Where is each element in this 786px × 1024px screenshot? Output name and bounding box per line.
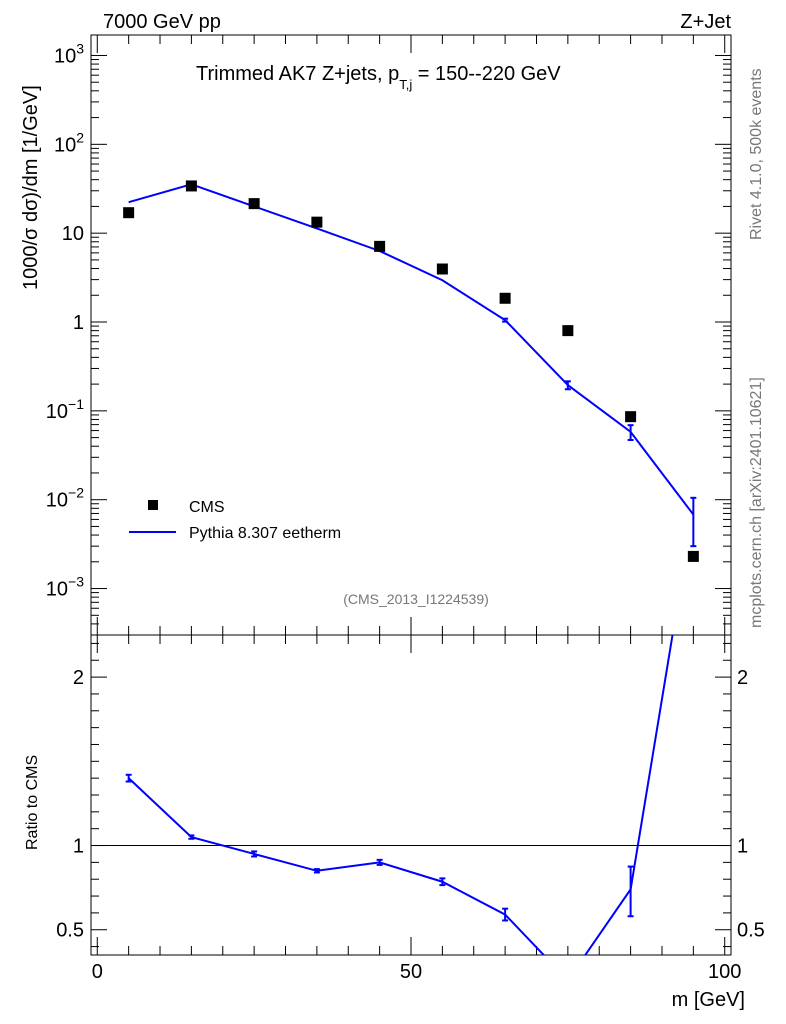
- ratio-y-tick-label-right: 1: [737, 836, 748, 858]
- y-tick-label: 103: [54, 40, 84, 67]
- cms-data-point: [687, 550, 699, 562]
- ratio-tick-labels: 2 2 1 1 0.5 0.5 0 50 100: [56, 667, 765, 983]
- ratio-y-tick-label-right: 0.5: [737, 920, 765, 942]
- y-tick-label: 102: [54, 129, 84, 156]
- ratio-y-tick-label-right: 2: [737, 667, 748, 689]
- ratio-ticks: [91, 635, 731, 955]
- main-panel-frame: [90, 34, 732, 636]
- main-plot-title: Trimmed AK7 Z+jets, pT,j = 150--220 GeV: [196, 63, 561, 92]
- legend: CMS Pythia 8.307 eetherm: [129, 499, 341, 542]
- ratio-y-tick-label: 0.5: [56, 920, 84, 942]
- cms-data-point: [123, 207, 135, 219]
- main-data-layer: [123, 180, 699, 562]
- x-tick-label: 100: [708, 961, 741, 983]
- ratio-data-layer: [125, 635, 674, 955]
- ratio-y-tick-label: 1: [73, 836, 84, 858]
- legend-cms-label: CMS: [189, 499, 225, 516]
- main-y-axis-label: 1000/σ dσ)/dm [1/GeV]: [20, 85, 42, 290]
- cms-data-point: [436, 263, 448, 275]
- y-tick-label: 10−2: [46, 485, 84, 512]
- cms-data-point: [625, 411, 637, 423]
- x-axis-label: m [GeV]: [672, 989, 745, 1011]
- rivet-version-label: Rivet 4.1.0, 500k events: [748, 68, 765, 240]
- y-tick-label: 10−3: [46, 574, 84, 601]
- cms-data-point: [185, 180, 197, 192]
- cms-data-point: [499, 292, 511, 304]
- y-tick-label: 10: [62, 223, 84, 245]
- legend-cms-marker: [148, 500, 158, 510]
- mcplots-label: mcplots.cern.ch [arXiv:2401.10621]: [748, 377, 765, 628]
- x-tick-label: 50: [400, 961, 422, 983]
- pythia-line: [128, 183, 695, 516]
- legend-pythia-label: Pythia 8.307 eetherm: [189, 525, 341, 542]
- ratio-y-axis-label: Ratio to CMS: [24, 755, 41, 850]
- ratio-panel: 2 2 1 1 0.5 0.5 0 50 100 Ratio to CMS m [GeV]: [24, 634, 765, 1011]
- ratio-line: [127, 635, 674, 955]
- main-x-ticks: [96, 35, 726, 635]
- x-tick-label: 0: [92, 961, 103, 983]
- analysis-id-watermark: (CMS_2013_I1224539): [343, 591, 489, 607]
- header-left: 7000 GeV pp: [103, 11, 221, 33]
- cms-data-point: [311, 216, 323, 228]
- ratio-panel-frame: [90, 634, 732, 956]
- cms-data-point: [374, 240, 386, 252]
- ratio-y-tick-label: 2: [73, 667, 84, 689]
- header-right: Z+Jet: [680, 11, 731, 33]
- cms-data-point: [248, 198, 260, 210]
- main-y-ticks: [91, 54, 731, 636]
- y-tick-label: 1: [73, 312, 84, 334]
- cms-data-point: [562, 325, 574, 337]
- y-tick-label: 10−1: [46, 396, 84, 423]
